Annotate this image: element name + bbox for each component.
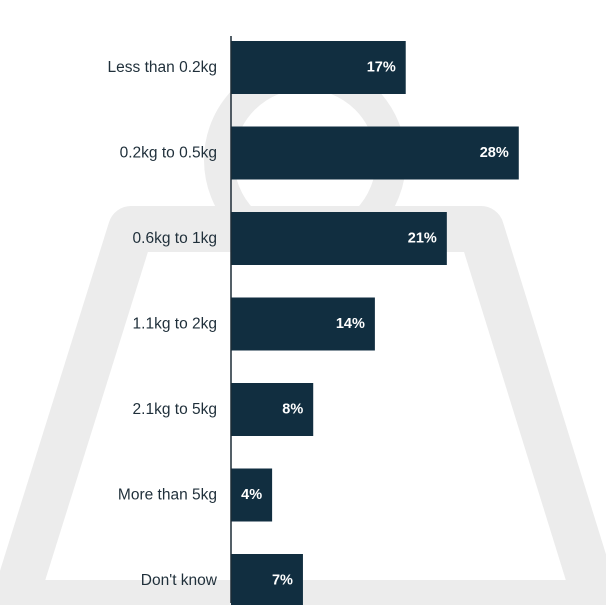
category-label: Less than 0.2kg <box>108 59 217 76</box>
value-label: 21% <box>408 231 437 247</box>
category-label: 1.1kg to 2kg <box>133 316 217 333</box>
category-label: 2.1kg to 5kg <box>133 401 217 418</box>
bar <box>231 468 273 522</box>
value-label: 8% <box>282 402 303 418</box>
value-label: 14% <box>336 316 365 332</box>
category-labels-group: Less than 0.2kg 0.2kg to 0.5kg 0.6kg to 1k… <box>108 59 218 589</box>
bar <box>231 212 447 265</box>
bar <box>231 297 375 351</box>
bar <box>231 383 314 436</box>
bar <box>231 554 303 605</box>
bar <box>231 126 519 180</box>
category-label: 0.6kg to 1kg <box>133 230 217 247</box>
value-label: 7% <box>272 573 293 589</box>
category-label: 0.2kg to 0.5kg <box>120 145 217 162</box>
value-label: 4% <box>241 487 262 503</box>
category-label: Don't know <box>141 572 218 589</box>
value-label: 17% <box>367 60 396 76</box>
category-label: More than 5kg <box>118 487 217 504</box>
value-labels-group: 17% 28% 21% 14% 8% 4% 7% <box>241 60 509 589</box>
bar <box>231 41 406 94</box>
bars-group <box>231 41 519 605</box>
value-label: 28% <box>480 145 509 161</box>
